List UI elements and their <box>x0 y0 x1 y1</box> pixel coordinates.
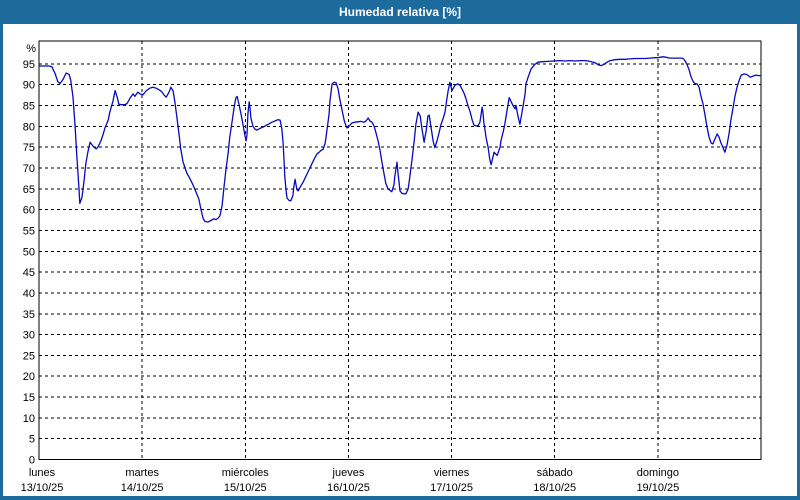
y-tick-label: 10 <box>23 413 35 425</box>
y-tick-label: 55 <box>23 225 35 237</box>
x-day-name: lunes <box>29 467 56 479</box>
y-tick-label: 80 <box>23 121 35 133</box>
plot-border <box>38 40 762 461</box>
x-day-name: miércoles <box>222 467 270 479</box>
y-tick-label: 75 <box>23 142 35 154</box>
y-tick-label: 35 <box>23 309 35 321</box>
window-border-left <box>0 0 3 500</box>
humidity-line <box>39 56 761 223</box>
x-day-name: jueves <box>332 467 365 479</box>
y-tick-label: 65 <box>23 184 35 196</box>
y-tick-label: 0 <box>29 455 35 467</box>
y-tick-label: 60 <box>23 205 35 217</box>
y-axis-unit-label: % <box>26 43 36 55</box>
y-tick-label: 45 <box>23 267 35 279</box>
x-day-date: 16/10/25 <box>327 482 370 494</box>
x-day-name: domingo <box>637 467 679 479</box>
x-day-date: 19/10/25 <box>636 482 679 494</box>
title-bar: Humedad relativa [%] <box>0 0 800 24</box>
x-day-date: 17/10/25 <box>430 482 473 494</box>
y-tick-label: 20 <box>23 371 35 383</box>
x-day-name: sábado <box>537 467 573 479</box>
y-tick-label: 85 <box>23 101 35 113</box>
y-tick-label: 15 <box>23 392 35 404</box>
window-border-right <box>797 0 800 500</box>
x-day-date: 14/10/25 <box>121 482 164 494</box>
y-tick-label: 5 <box>29 434 35 446</box>
y-tick-label: 50 <box>23 246 35 258</box>
y-tick-label: 90 <box>23 80 35 92</box>
y-tick-label: 40 <box>23 288 35 300</box>
x-day-name: viernes <box>434 467 470 479</box>
x-day-date: 18/10/25 <box>533 482 576 494</box>
y-tick-label: 25 <box>23 350 35 362</box>
y-tick-label: 30 <box>23 330 35 342</box>
x-day-date: 13/10/25 <box>21 482 64 494</box>
x-day-name: martes <box>125 467 159 479</box>
x-day-date: 15/10/25 <box>224 482 267 494</box>
window-border-bottom <box>0 496 800 500</box>
y-tick-label: 70 <box>23 163 35 175</box>
y-tick-label: 95 <box>23 59 35 71</box>
window-title: Humedad relativa [%] <box>338 5 462 19</box>
